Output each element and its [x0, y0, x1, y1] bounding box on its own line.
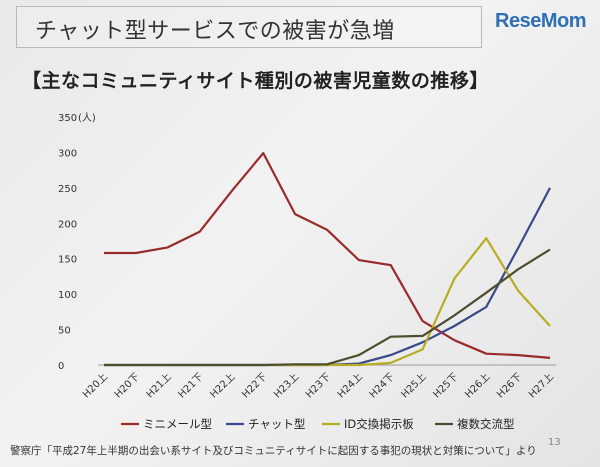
- series-line-ID交換掲示板: [104, 237, 551, 367]
- x-tick-label: H26上: [463, 371, 493, 401]
- x-tick-label: H26下: [495, 371, 524, 400]
- x-tick-label: H22下: [240, 371, 269, 400]
- series-line-チャット型: [104, 187, 551, 367]
- y-tick-label: 350: [58, 113, 77, 124]
- series-line-複数交流型: [104, 248, 551, 367]
- y-tick-label: 250: [58, 184, 77, 195]
- y-tick-label: 50: [58, 326, 71, 337]
- x-tick-label: H27上: [526, 371, 556, 401]
- series-line-ミニメール型: [104, 152, 551, 359]
- x-tick-label: H23下: [304, 371, 333, 400]
- chart-legend: ミニメール型 チャット型 ID交換掲示板 複数交流型: [121, 417, 515, 431]
- x-tick-label: H20下: [113, 371, 142, 400]
- y-tick-label: 300: [58, 148, 77, 159]
- source-note: 警察庁「平成27年上半期の出会い系サイト及びコミュニティサイトに起因する事犯の現…: [10, 445, 537, 457]
- slide-title: チャット型サービスでの被害が急増: [35, 19, 395, 44]
- x-tick-label: H20上: [80, 371, 110, 401]
- y-tick-label: 0: [58, 361, 64, 372]
- y-axis-unit: (人): [78, 112, 96, 124]
- resemom-logo: ReseMom: [495, 10, 586, 32]
- legend-label: チャット型: [248, 417, 305, 431]
- x-tick-label: H23上: [271, 371, 301, 401]
- legend-label: 複数交流型: [457, 417, 515, 431]
- legend-label: ID交換掲示板: [344, 417, 414, 431]
- x-tick-label: H21上: [144, 371, 174, 401]
- chart-series: [104, 152, 551, 367]
- y-tick-label: 100: [58, 290, 77, 301]
- x-tick-label: H21下: [177, 371, 206, 400]
- legend-label: ミニメール型: [143, 417, 212, 431]
- page-number: 13: [548, 437, 561, 448]
- chart-axes: 0 50 100 150 200 250 300 350 (人) H20上 H20下 H21上 H21下…: [58, 112, 556, 401]
- x-tick-label: H24上: [335, 371, 365, 401]
- x-tick-label: H22上: [208, 371, 238, 401]
- x-tick-label: H24下: [368, 371, 397, 400]
- x-tick-label: H25上: [399, 371, 429, 401]
- chart-title: 【主なコミュニティサイト種別の被害児童数の推移】: [22, 70, 489, 92]
- title-box: チャット型サービスでの被害が急増: [16, 6, 482, 48]
- y-tick-label: 150: [58, 255, 77, 266]
- x-tick-label: H25下: [431, 371, 460, 400]
- y-tick-label: 200: [58, 219, 77, 230]
